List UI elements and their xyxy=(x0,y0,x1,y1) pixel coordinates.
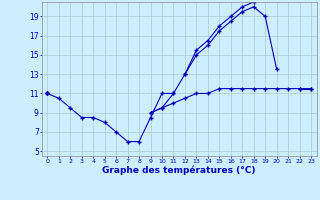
X-axis label: Graphe des températures (°C): Graphe des températures (°C) xyxy=(102,165,256,175)
